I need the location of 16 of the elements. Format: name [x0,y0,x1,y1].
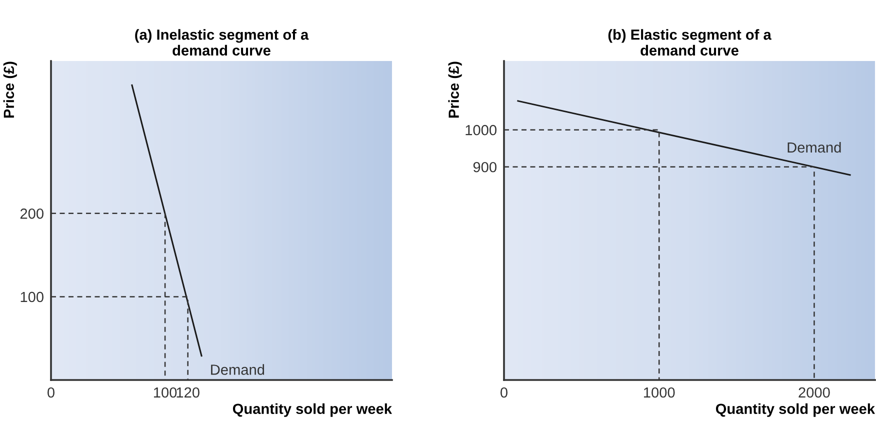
x-axis-title: Quantity sold per week [716,403,876,417]
x-tick-label: 120 [176,387,200,398]
x-axis-title: Quantity sold per week [232,403,392,417]
y-axis-title: Price (£) [3,62,17,118]
y-axis-title: Price (£) [448,62,462,118]
y-tick-label: 200 [20,208,44,219]
annotation: Demand [788,142,841,153]
chart-title: (b) Elastic segment of a demand curve [608,29,772,56]
y-tick-label: 900 [473,162,496,172]
x-tick-label: 100 [154,387,177,398]
x-tick-label: 1000 [644,387,675,398]
x-tick-label: 0 [500,387,508,398]
x-tick-label: 0 [48,387,54,398]
chart-title: (a) Inelastic segment of a demand curve [135,29,309,56]
annotation: Demand [211,364,264,375]
x-tick-label: 2000 [798,387,830,398]
